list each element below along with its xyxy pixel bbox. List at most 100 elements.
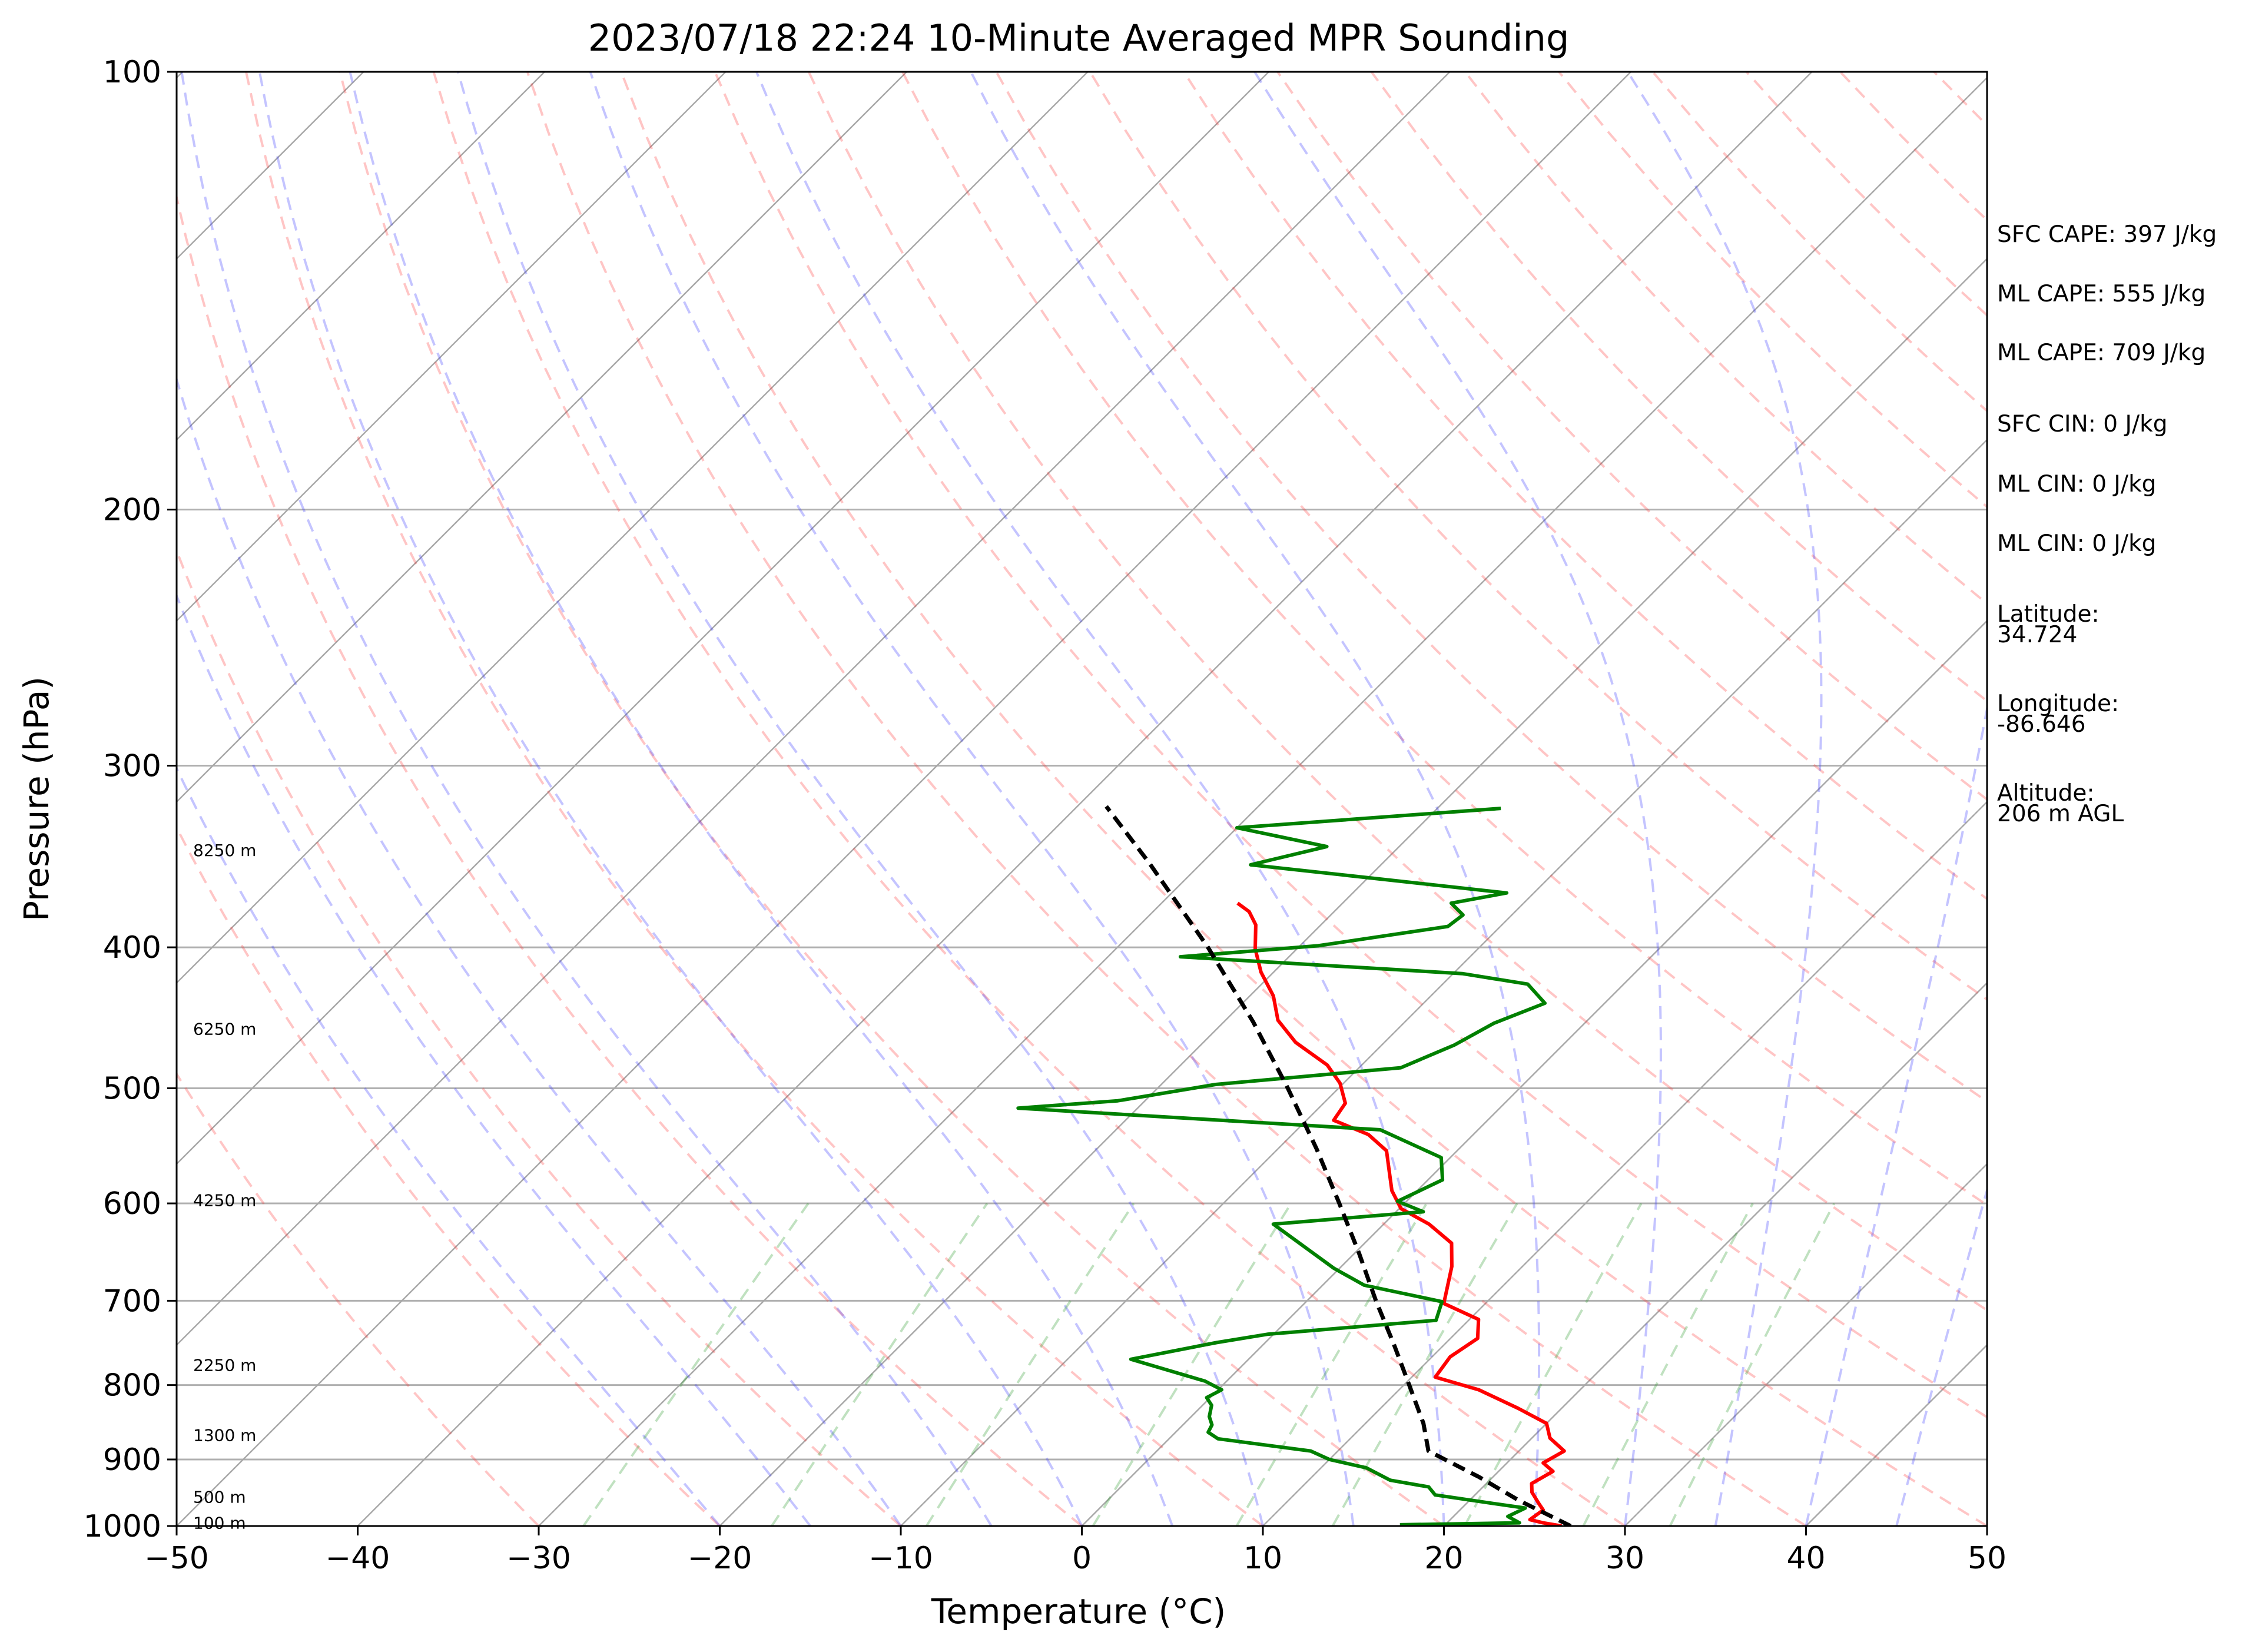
dry-adiabat: [526, 72, 1807, 1526]
stat-line: ML CIN: 0 J/kg: [1997, 530, 2156, 557]
isotherm--110: [177, 72, 545, 441]
isotherm--100: [177, 72, 727, 622]
y-tick-label: 400: [103, 930, 161, 966]
height-label: 8250 m: [193, 841, 256, 860]
x-tick-label: −50: [144, 1541, 209, 1576]
x-axis-label: Temperature (°C): [931, 1591, 1226, 1631]
dewpoint-profile: [1016, 807, 1547, 1526]
y-tick-label: 200: [103, 493, 161, 528]
series-lines: [1016, 805, 1572, 1526]
moist-adiabat: [180, 72, 993, 1526]
dry-adiabat: [177, 192, 1083, 1526]
mixing-ratio-line: [771, 1202, 989, 1526]
parcel-path: [1105, 805, 1572, 1526]
y-tick-label: 900: [103, 1442, 161, 1478]
mixing-ratio-line: [1235, 1202, 1428, 1526]
isotherm--50: [177, 72, 1631, 1526]
stat-line: ML CIN: 0 J/kg: [1997, 471, 2156, 497]
isotherm-10: [1262, 801, 1987, 1526]
y-tick-label: 300: [103, 748, 161, 784]
stat-line: 34.724: [1997, 622, 2077, 648]
moist-adiabat: [177, 375, 902, 1526]
y-tick-label: 700: [103, 1283, 161, 1319]
background-lines: [0, 72, 2262, 1526]
y-tick-label: 1000: [84, 1509, 161, 1544]
height-label: 6250 m: [193, 1019, 256, 1039]
moist-adiabat: [1895, 1186, 1987, 1526]
height-label: 500 m: [193, 1488, 246, 1507]
x-tick-label: 20: [1424, 1541, 1463, 1576]
isotherm--80: [177, 72, 1089, 984]
dry-adiabat: [1089, 72, 1987, 1001]
moist-adiabat: [349, 72, 1174, 1526]
height-label: 2250 m: [193, 1356, 256, 1375]
chart-title: 2023/07/18 22:24 10-Minute Averaged MPR …: [588, 16, 1570, 59]
dry-adiabat: [901, 72, 1987, 1207]
dry-adiabat: [177, 1072, 540, 1526]
stat-line: Latitude:: [1997, 601, 2100, 628]
dry-adiabat: [2215, 72, 2262, 1526]
stat-line: SFC CIN: 0 J/kg: [1997, 411, 2167, 437]
x-tick-label: 0: [1072, 1541, 1092, 1576]
height-label: 100 m: [193, 1514, 246, 1533]
moist-adiabat: [177, 765, 721, 1526]
stat-line: Longitude:: [1997, 691, 2119, 717]
plot-frame: [175, 71, 1988, 1527]
mixing-ratio-line: [1582, 1203, 1754, 1526]
moist-adiabat: [456, 72, 1264, 1526]
x-tick-label: −10: [868, 1541, 933, 1576]
isotherm--90: [177, 72, 907, 803]
moist-adiabat: [258, 72, 1083, 1526]
moist-adiabat: [755, 72, 1445, 1526]
x-tick-label: −40: [326, 1541, 390, 1576]
stat-line: ML CAPE: 709 J/kg: [1997, 340, 2205, 366]
x-tick-label: 50: [1968, 1541, 2006, 1576]
y-axis-label: Pressure (hPa): [16, 676, 57, 921]
isotherm--140: [0, 72, 2, 1526]
x-tick-label: −20: [688, 1541, 752, 1576]
x-tick-label: −30: [506, 1541, 571, 1576]
mixing-ratio-line: [1463, 1203, 1643, 1526]
mixing-ratio-line: [1669, 1203, 1836, 1526]
isotherm-0: [1081, 619, 1987, 1526]
isotherm--40: [357, 72, 1813, 1526]
isotherm-30: [1624, 1163, 1987, 1526]
mixing-ratio-line: [925, 1202, 1135, 1526]
height-label: 4250 m: [193, 1191, 256, 1210]
dry-adiabat: [714, 72, 1987, 1419]
stat-line: SFC CAPE: 397 J/kg: [1997, 221, 2217, 248]
x-tick-label: 10: [1243, 1541, 1282, 1576]
mixing-ratio-line: [582, 1202, 810, 1526]
moist-adiabat: [1627, 72, 1823, 1526]
dry-adiabat: [807, 72, 1987, 1312]
temperature-profile: [1236, 901, 1566, 1526]
y-tick-label: 600: [103, 1186, 161, 1222]
stat-line: ML CAPE: 555 J/kg: [1997, 281, 2205, 307]
stat-line: 206 m AGL: [1997, 801, 2124, 827]
moist-adiabat: [1805, 702, 1987, 1526]
dry-adiabat: [1276, 72, 1987, 801]
stat-line: Altitude:: [1997, 780, 2095, 807]
x-tick-label: 30: [1606, 1541, 1644, 1576]
isotherm--20: [719, 257, 1987, 1526]
height-labels: 100 m 500 m 1300 m 2250 m 4250 m 6250 m 8250 m: [193, 841, 256, 1532]
isotherm--30: [538, 77, 1987, 1526]
isotherm--60: [177, 72, 1451, 1346]
moist-adiabat: [177, 592, 811, 1526]
moist-adiabat: [589, 72, 1355, 1526]
dry-adiabat: [339, 72, 1445, 1526]
dry-adiabat: [620, 72, 1987, 1526]
dry-adiabat: [177, 825, 721, 1526]
y-axis-ticks: 100 200 300 400 500 600 700 800 900 1000: [84, 55, 177, 1544]
height-label: 1300 m: [193, 1426, 256, 1445]
isotherm--10: [900, 439, 1987, 1526]
y-tick-label: 500: [103, 1071, 161, 1106]
dry-adiabat: [245, 72, 1264, 1526]
y-tick-label: 100: [103, 55, 161, 90]
stat-line: -86.646: [1997, 711, 2086, 738]
isotherm--70: [177, 72, 1269, 1165]
moist-adiabat: [970, 72, 1541, 1526]
mixing-ratio-line: [1092, 1202, 1292, 1526]
mixing-ratio-line: [1331, 1202, 1518, 1526]
